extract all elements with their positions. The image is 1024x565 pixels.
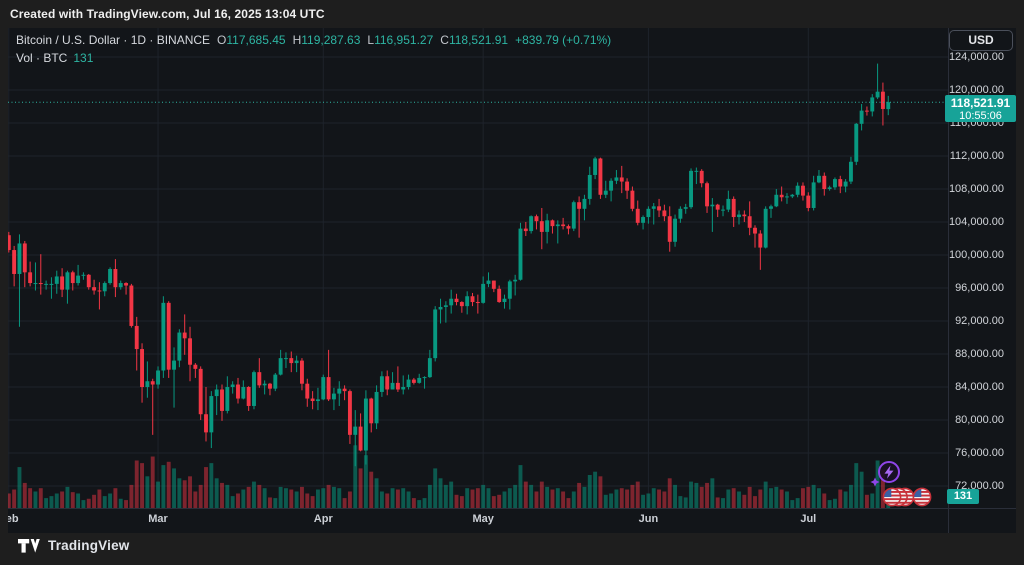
price-axis-label: 88,000.00 bbox=[955, 348, 1004, 360]
price-axis-label: 76,000.00 bbox=[955, 447, 1004, 459]
tradingview-logo-link[interactable]: TradingView bbox=[18, 538, 129, 553]
last-price-value: 118,521.91 bbox=[950, 96, 1011, 111]
ohlc-letter: H bbox=[292, 33, 302, 47]
time-axis-label: May bbox=[472, 513, 494, 525]
ohlc-value: 117,685.45 bbox=[226, 33, 286, 47]
last-price-badge: 118,521.91 10:55:06 bbox=[945, 95, 1016, 123]
price-axis-label: 124,000.00 bbox=[948, 51, 1004, 63]
us-flag-icon bbox=[912, 487, 932, 507]
volume-value: 131 bbox=[73, 51, 94, 65]
boost-button[interactable] bbox=[868, 457, 910, 496]
us-events-flags[interactable] bbox=[882, 486, 944, 513]
tradingview-brand-text: TradingView bbox=[48, 538, 130, 553]
price-axis-label: 108,000.00 bbox=[948, 183, 1004, 195]
time-axis-label: Jul bbox=[800, 513, 817, 525]
price-axis-label: 104,000.00 bbox=[948, 216, 1004, 228]
price-axis[interactable]: 72,000.00 76,000.00 80,000.00 84,000.00 88,0… bbox=[948, 28, 1016, 508]
ohlc-letter: L bbox=[367, 33, 375, 47]
tradingview-logo-icon bbox=[18, 538, 40, 553]
bar-countdown: 10:55:06 bbox=[959, 110, 1002, 123]
ohlc-value: 119,287.63 bbox=[301, 33, 361, 47]
price-axis-label: 80,000.00 bbox=[955, 414, 1004, 426]
volume-label: Vol · BTC bbox=[16, 51, 68, 65]
credit-text: Created with TradingView.com, Jul 16, 20… bbox=[10, 7, 325, 21]
currency-button[interactable]: USD bbox=[949, 30, 1013, 51]
time-axis-label: Apr bbox=[313, 513, 333, 525]
ohlc-value: 116,951.27 bbox=[374, 33, 434, 47]
price-axis-label: 120,000.00 bbox=[948, 84, 1004, 96]
ohlc-letter: C bbox=[440, 33, 449, 47]
price-axis-label: 84,000.00 bbox=[955, 381, 1004, 393]
price-axis-label: 100,000.00 bbox=[948, 249, 1004, 261]
us-flag-icon bbox=[882, 487, 902, 507]
time-axis-label: Mar bbox=[148, 513, 168, 525]
price-axis-separator bbox=[948, 28, 949, 533]
chart-panel: Bitcoin / U.S. Dollar · 1D · BINANCE O117… bbox=[8, 28, 1016, 533]
chart-canvas[interactable] bbox=[8, 28, 1016, 533]
price-axis-label: 112,000.00 bbox=[949, 150, 1004, 162]
symbol-title: Bitcoin / U.S. Dollar · 1D · BINANCE bbox=[16, 33, 211, 47]
time-axis[interactable]: Feb Mar Apr May Jun Jul bbox=[8, 509, 1016, 533]
price-axis-label: 96,000.00 bbox=[955, 282, 1004, 294]
change-value: +839.79 (+0.71%) bbox=[515, 33, 612, 47]
sparkle-icon bbox=[870, 477, 880, 487]
ohlc-values: O117,685.45 H119,287.63 L116,951.27 C118,52… bbox=[210, 33, 508, 47]
ohlc-letter: O bbox=[217, 33, 227, 47]
us-flag-icons bbox=[882, 487, 932, 507]
price-axis-label: 92,000.00 bbox=[955, 315, 1004, 327]
ohlc-value: 118,521.91 bbox=[448, 33, 509, 47]
lightning-icon bbox=[870, 461, 900, 487]
volume-badge: 131 bbox=[947, 489, 979, 504]
time-axis-separator bbox=[8, 508, 1016, 509]
time-axis-label: Feb bbox=[8, 513, 19, 525]
time-axis-label: Jun bbox=[638, 513, 659, 525]
symbol-legend: Bitcoin / U.S. Dollar · 1D · BINANCE O117… bbox=[16, 31, 611, 67]
